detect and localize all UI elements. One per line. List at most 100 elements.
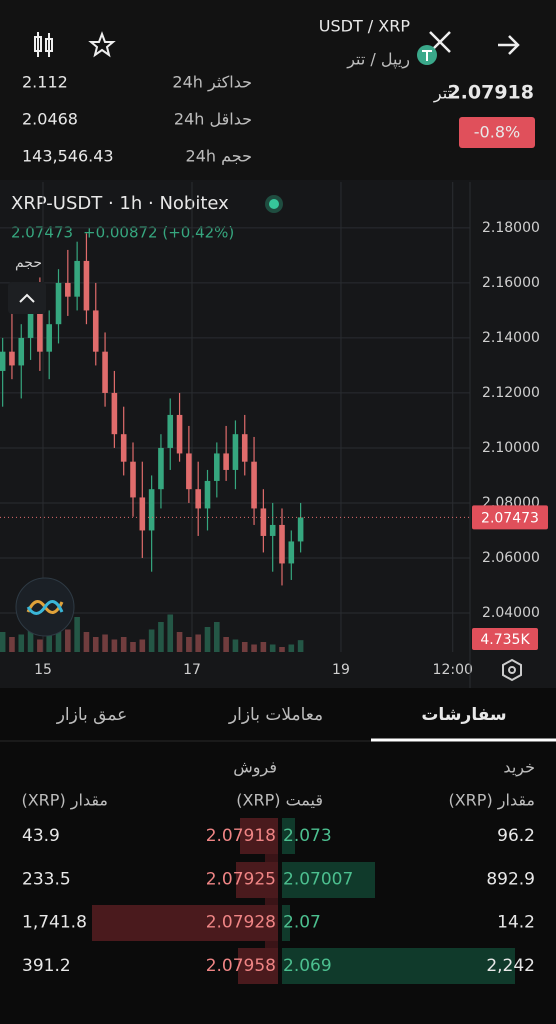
- tab-orders[interactable]: سفارشات: [421, 705, 506, 725]
- candle-body: [260, 508, 267, 536]
- volume-bar: [65, 629, 71, 652]
- y-tick-label: 2.04000: [482, 605, 540, 621]
- x-tick-label: 12:00: [433, 662, 473, 678]
- sell-price: 2.07928: [206, 913, 276, 933]
- last-price-tag: [472, 505, 548, 530]
- candle-body: [148, 489, 155, 531]
- legend-title: XRP-USDT · 1h · Nobitex: [11, 193, 229, 214]
- y-tick-label: 2.14000: [482, 330, 540, 346]
- candle-body: [176, 414, 183, 454]
- volume-bar: [37, 639, 43, 652]
- candle-body: [37, 310, 43, 352]
- candle-body: [9, 351, 15, 366]
- y-tick-label: 2.16000: [482, 275, 540, 291]
- candle-body: [27, 310, 34, 338]
- candle-body: [186, 453, 192, 490]
- stat-label: حداکثر 24h: [172, 73, 252, 93]
- col-buy-amount: مقدار (XRP): [448, 791, 535, 811]
- pair-title: USDT / XRP: [319, 17, 411, 36]
- sell-amount: 1,741.8: [22, 913, 87, 933]
- change-badge: [459, 117, 535, 148]
- candle-body: [18, 337, 25, 366]
- candle-body: [223, 453, 229, 470]
- legend-change: +0.00872 (+0.42%): [83, 224, 234, 242]
- sell-price: 2.07958: [206, 956, 276, 976]
- candle-body: [65, 282, 71, 297]
- volume-bar: [46, 627, 52, 652]
- volume-bar: [18, 634, 25, 652]
- x-tick-label: 19: [332, 662, 350, 678]
- col-sell-amount: مقدار (XRP): [21, 791, 108, 811]
- candle-body: [251, 461, 257, 509]
- volume-bar: [167, 614, 174, 652]
- last-price: 2.07918: [447, 82, 534, 104]
- settings-icon-dot: [508, 666, 516, 674]
- y-tick-label: 2.18000: [482, 220, 540, 236]
- stat-value: 143,546.43: [22, 147, 114, 166]
- volume-bar: [204, 627, 211, 652]
- volume-bar: [288, 644, 295, 652]
- volume-bar: [111, 639, 118, 652]
- favorite-star[interactable]: [88, 31, 116, 58]
- buy-amount: 14.2: [497, 913, 535, 933]
- chart-bg: [0, 180, 556, 688]
- volume-bar: [92, 637, 99, 652]
- buy-amount: 892.9: [486, 869, 535, 889]
- last-price-label: 2.07473: [481, 510, 539, 526]
- volume-title: حجم: [15, 255, 42, 271]
- col-price: قیمت (XRP): [236, 791, 323, 810]
- volume-bar: [214, 622, 220, 652]
- buy-price: 2.073: [283, 826, 332, 846]
- candle-body: [167, 414, 174, 448]
- volume-bar: [195, 634, 201, 652]
- stat-label: حداقل 24h: [174, 110, 252, 129]
- volume-bar: [148, 629, 155, 652]
- candle-body: [204, 480, 211, 509]
- volume-bar: [223, 637, 229, 652]
- volume-bar: [260, 642, 267, 652]
- candle-body: [288, 541, 295, 564]
- header-bg: [0, 0, 556, 180]
- y-tick-label: 2.10000: [482, 440, 540, 456]
- volume-bar: [158, 622, 164, 652]
- buy-label: خرید: [503, 758, 535, 778]
- xrp-logo: [417, 31, 451, 65]
- candle-body: [241, 434, 248, 462]
- sell-amount: 391.2: [22, 956, 71, 976]
- chart-type-icon[interactable]: [34, 32, 53, 57]
- sell-amount: 233.5: [22, 869, 71, 889]
- volume-bar: [297, 640, 304, 652]
- collapse-button[interactable]: [8, 282, 46, 314]
- candle-body: [74, 260, 80, 297]
- last-volume-label: 4.735K: [480, 632, 530, 648]
- legend-close: 2.07473: [11, 224, 73, 242]
- x-tick-label: 15: [34, 662, 52, 678]
- buy-amount: 96.2: [497, 826, 535, 846]
- back-arrow[interactable]: [498, 35, 520, 55]
- volume-bar: [27, 629, 34, 652]
- sell-price: 2.07918: [206, 826, 276, 846]
- status-dot: [269, 199, 279, 209]
- stat-value: 2.112: [22, 73, 68, 92]
- candle-body: [214, 453, 220, 481]
- candle-body: [120, 434, 127, 462]
- sell-price: 2.07925: [206, 869, 276, 889]
- candle-body: [279, 524, 285, 564]
- tab-trades[interactable]: معاملات بازار: [228, 705, 323, 725]
- volume-bar: [269, 644, 276, 652]
- volume-bar: [120, 637, 127, 652]
- candle-body: [158, 447, 164, 490]
- volume-bar: [232, 639, 239, 652]
- tab-depth[interactable]: عمق بازار: [56, 705, 128, 725]
- depth-bars: [92, 818, 515, 984]
- candle-body: [0, 351, 6, 371]
- volume-bar: [279, 647, 285, 652]
- buy-price: 2.07007: [283, 869, 353, 889]
- volume-bar: [139, 639, 146, 652]
- settings-icon[interactable]: [502, 658, 522, 682]
- volume-bar: [130, 642, 136, 652]
- candle-body: [195, 489, 201, 509]
- volume-bar: [241, 642, 248, 652]
- y-tick-label: 2.06000: [482, 550, 540, 566]
- stat-value: 2.0468: [22, 110, 78, 129]
